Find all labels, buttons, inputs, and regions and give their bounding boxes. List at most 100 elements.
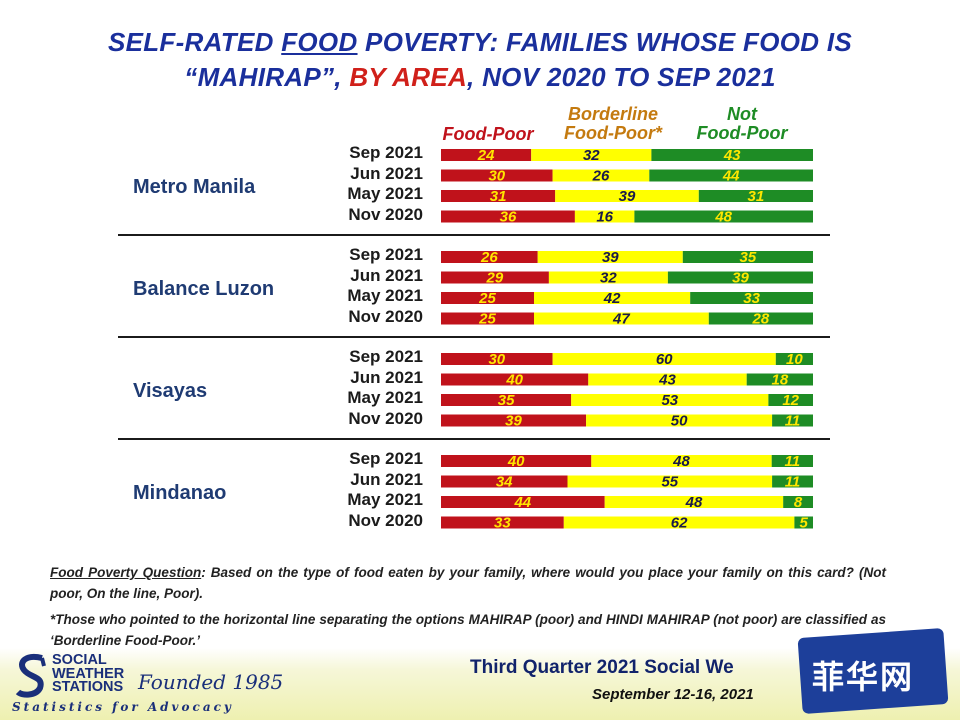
bar-segment	[574, 210, 635, 223]
data-label: 11	[785, 413, 801, 430]
data-label: 25	[478, 311, 496, 328]
bar-segment	[591, 455, 772, 467]
bar-segment	[775, 353, 813, 365]
bar-segment	[441, 251, 538, 263]
period-label: Sep 2021	[349, 143, 423, 162]
data-label: 35	[498, 392, 515, 409]
bar-segment	[563, 516, 795, 529]
bar-segment	[586, 414, 773, 427]
data-label: 48	[672, 453, 690, 470]
bar-segment	[588, 373, 747, 386]
data-label: 42	[603, 290, 621, 307]
title-by-area: BY AREA	[349, 62, 468, 92]
bar-segment	[552, 169, 650, 182]
legend-borderline: Borderline Food-Poor*	[564, 104, 662, 143]
bar-segment	[548, 271, 668, 284]
data-label: 48	[685, 494, 703, 511]
chart-title-line2: “MAHIRAP”, BY AREA, NOV 2020 TO SEP 2021	[184, 62, 776, 92]
data-label: 36	[500, 209, 517, 226]
data-label: 60	[656, 351, 673, 368]
bar-segment	[772, 414, 813, 427]
bar-segment	[441, 312, 534, 325]
bar-segment	[783, 496, 813, 508]
data-label: 25	[478, 290, 496, 307]
area-label: Metro Manila	[133, 176, 256, 198]
data-label: 50	[671, 413, 688, 430]
data-label: 39	[732, 270, 749, 287]
period-label: Jun 2021	[350, 265, 423, 285]
bar-segment	[441, 496, 605, 508]
sws-logo-text: SOCIAL WEATHER STATIONS	[52, 652, 125, 695]
data-label: 24	[477, 147, 495, 164]
data-label: 33	[494, 515, 511, 532]
bar-segment	[441, 414, 587, 427]
data-label: 32	[583, 147, 600, 164]
period-label: Jun 2021	[350, 367, 423, 387]
bar-segment	[667, 271, 813, 284]
bar-segment	[534, 292, 691, 304]
bar-segment	[772, 475, 813, 488]
bar-segment	[690, 292, 813, 304]
bar-segment	[649, 169, 813, 182]
bar-segment	[441, 475, 568, 488]
bar-segment	[571, 394, 769, 406]
bar-segment	[441, 271, 549, 284]
bar-segment	[441, 292, 534, 304]
data-label: 40	[505, 372, 523, 389]
bar-segment	[441, 455, 592, 467]
data-label: 55	[661, 474, 678, 491]
data-label: 35	[740, 249, 757, 266]
group-separator	[118, 438, 830, 440]
bar-segment	[441, 394, 572, 406]
data-label: 12	[782, 392, 799, 409]
survey-dates: September 12-16, 2021	[592, 686, 754, 703]
data-label: 26	[480, 249, 498, 266]
data-label: 8	[794, 494, 803, 511]
bar-segment	[441, 373, 589, 386]
tagline: Statistics for Advocacy	[12, 700, 234, 714]
period-label: Sep 2021	[349, 245, 423, 264]
data-label: 62	[671, 515, 688, 532]
bar-segment	[708, 312, 813, 325]
period-label: Sep 2021	[349, 449, 423, 468]
period-label: May 2021	[347, 490, 423, 509]
legend-not-food-poor: Not Food-Poor	[696, 104, 788, 143]
group-separator	[118, 336, 830, 338]
area-label: Visayas	[133, 380, 208, 402]
bar-segment	[604, 496, 784, 508]
data-label: 28	[752, 311, 770, 328]
bar-segment	[537, 251, 683, 263]
bar-segment	[634, 210, 813, 223]
data-label: 11	[785, 474, 801, 491]
data-label: 26	[592, 168, 610, 185]
data-label: 53	[661, 392, 678, 409]
period-label: May 2021	[347, 388, 423, 407]
area-label: Balance Luzon	[133, 278, 275, 300]
period-label: Sep 2021	[349, 347, 423, 366]
founded-text: Founded 1985	[138, 670, 284, 694]
bar-segment	[441, 210, 575, 223]
data-label: 16	[596, 209, 613, 226]
data-label: 44	[513, 494, 531, 511]
period-label: Nov 2020	[348, 408, 423, 428]
period-label: Jun 2021	[350, 163, 423, 183]
bar-segment	[651, 149, 813, 161]
bar-segment	[531, 149, 652, 161]
data-label: 40	[507, 453, 525, 470]
data-label: 47	[612, 311, 630, 328]
data-label: 10	[786, 351, 803, 368]
bar-segment	[441, 353, 553, 365]
data-label: 34	[496, 474, 513, 491]
bar-segment	[441, 149, 532, 161]
bar-segment	[746, 373, 813, 386]
data-label: 29	[486, 270, 504, 287]
borderline-note: *Those who pointed to the horizontal lin…	[50, 612, 886, 648]
bar-segment	[768, 394, 813, 406]
period-label: Nov 2020	[348, 204, 423, 224]
watermark-text: 菲华网	[812, 659, 915, 695]
data-label: 39	[602, 249, 619, 266]
period-label: Nov 2020	[348, 510, 423, 530]
data-label: 39	[619, 188, 636, 205]
data-label: 11	[785, 453, 801, 470]
